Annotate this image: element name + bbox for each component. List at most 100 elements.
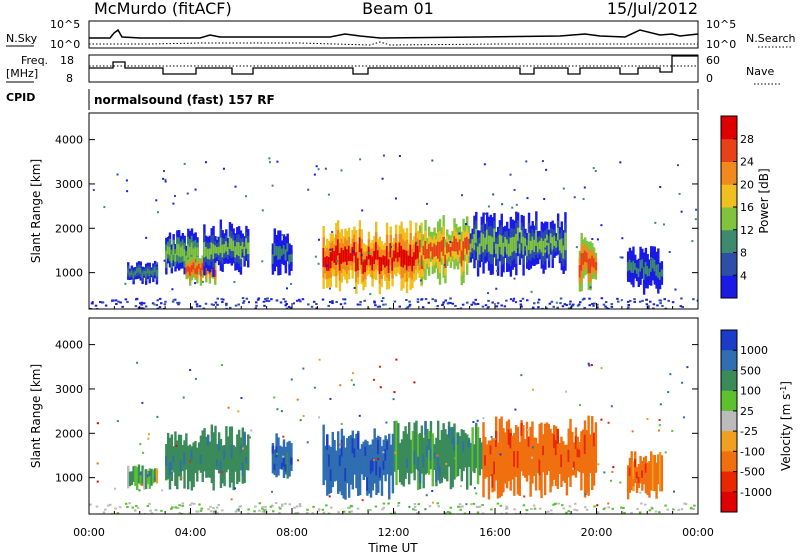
- power-echo-cell: [128, 272, 132, 277]
- velocity-echo-cell: [433, 452, 436, 459]
- velocity-echo-cell: [478, 437, 482, 476]
- velocity-echo-cell: [327, 445, 331, 495]
- velocity-echo-speck: [593, 505, 596, 508]
- velocity-echo-speck: [683, 502, 686, 505]
- velocity-echo-speck: [611, 470, 614, 473]
- power-echo-cell: [496, 244, 500, 259]
- velocity-echo-cell: [217, 440, 221, 451]
- power-echo-cell: [170, 254, 174, 264]
- velocity-echo-cell: [446, 434, 449, 482]
- power-echo-speck: [667, 299, 670, 302]
- velocity-echo-cell: [179, 460, 183, 472]
- nave-label: Nave: [746, 65, 774, 78]
- velocity-echo-speck: [200, 507, 203, 510]
- velocity-echo-speck: [438, 478, 441, 481]
- power-echo-cell: [418, 239, 422, 253]
- power-echo-speck: [681, 305, 684, 308]
- velocity-echo-speck: [658, 418, 661, 421]
- power-echo-speck: [459, 307, 463, 309]
- velocity-echo-cell: [418, 469, 422, 484]
- power-echo-speck: [282, 298, 286, 301]
- power-echo-speck: [476, 302, 480, 305]
- power-echo-speck: [321, 298, 325, 301]
- power-echo-cell: [626, 262, 630, 272]
- velocity-echo-speck: [168, 466, 171, 469]
- velocity-echo-cell: [181, 444, 184, 471]
- velocity-echo-speck: [612, 466, 615, 469]
- power-echo-cell: [535, 229, 538, 246]
- power-echo-speck: [533, 302, 536, 305]
- velocity-echo-cell: [458, 436, 462, 469]
- power-echo-cell: [533, 239, 536, 252]
- velocity-echo-cell: [199, 455, 203, 465]
- velocity-echo-speck: [190, 502, 194, 505]
- velocity-echo-speck: [138, 489, 141, 492]
- velocity-echo-speck: [161, 489, 164, 492]
- velocity-echo-speck: [114, 487, 117, 490]
- velocity-echo-cell: [153, 476, 157, 481]
- velocity-echo-cell: [424, 420, 427, 475]
- velocity-echo-speck: [116, 512, 120, 514]
- power-echo-speck: [552, 249, 555, 252]
- power-echo-speck: [633, 298, 636, 301]
- power-echo-cell: [190, 265, 194, 273]
- velocity-echo-speck: [597, 463, 600, 466]
- velocity-echo-speck: [476, 511, 480, 514]
- velocity-echo-cell: [456, 433, 460, 445]
- velocity-echo-cell: [635, 466, 639, 493]
- power-echo-cell: [639, 260, 642, 272]
- velocity-echo-cell: [435, 470, 438, 483]
- velocity-echo-speck: [459, 508, 462, 511]
- velocity-echo-cell: [591, 416, 594, 491]
- velocity-echo-speck: [196, 510, 200, 513]
- power-echo-cell: [544, 238, 547, 253]
- power-echo-speck: [674, 288, 677, 291]
- power-echo-speck: [241, 297, 245, 300]
- power-echo-cell: [400, 245, 403, 267]
- velocity-echo-cell: [634, 459, 637, 468]
- velocity-echo-speck: [532, 504, 536, 507]
- velocity-echo-speck: [296, 398, 299, 401]
- power-echo-speck: [656, 304, 659, 307]
- velocity-echo-speck: [561, 504, 564, 507]
- power-echo-speck: [329, 248, 332, 251]
- velocity-echo-speck: [490, 508, 493, 511]
- power-echo-cell: [340, 247, 343, 264]
- velocity-echo-cell: [449, 427, 453, 490]
- velocity-echo-cell: [420, 425, 424, 474]
- velocity-echo-speck: [445, 462, 448, 465]
- power-echo-speck: [267, 300, 271, 303]
- power-echo-speck: [143, 302, 146, 305]
- power-echo-speck: [151, 302, 155, 305]
- power-echo-speck: [526, 197, 529, 200]
- velocity-colorbar-swatch: [721, 491, 737, 513]
- power-echo-speck: [645, 298, 648, 301]
- power-echo-cell: [632, 260, 635, 274]
- velocity-echo-speck: [318, 358, 321, 361]
- power-echo-speck: [359, 158, 362, 161]
- power-echo-speck: [512, 299, 515, 302]
- power-echo-speck: [340, 169, 343, 172]
- power-echo-speck: [487, 292, 490, 295]
- power-echo-cell: [326, 256, 329, 271]
- velocity-echo-speck: [139, 443, 142, 446]
- power-echo-speck: [164, 180, 167, 183]
- power-echo-speck: [436, 305, 439, 308]
- power-echo-cell: [210, 266, 213, 272]
- velocity-echo-cell: [141, 465, 144, 485]
- power-echo-speck: [436, 307, 439, 309]
- velocity-echo-speck: [141, 401, 144, 404]
- power-echo-speck: [572, 303, 575, 306]
- velocity-echo-cell: [286, 441, 289, 479]
- power-echo-cell: [507, 243, 511, 257]
- power-echo-cell: [364, 259, 367, 273]
- power-echo-speck: [164, 300, 167, 303]
- velocity-echo-cell: [469, 443, 473, 486]
- power-echo-speck: [633, 300, 637, 303]
- velocity-echo-cell: [342, 435, 345, 499]
- velocity-echo-speck: [494, 438, 497, 441]
- velocity-echo-cell: [536, 443, 540, 474]
- power-echo-cell: [398, 242, 401, 258]
- power-colorbar-tick-label: 16: [740, 201, 754, 214]
- nave-tick-bottom: 0: [706, 72, 713, 85]
